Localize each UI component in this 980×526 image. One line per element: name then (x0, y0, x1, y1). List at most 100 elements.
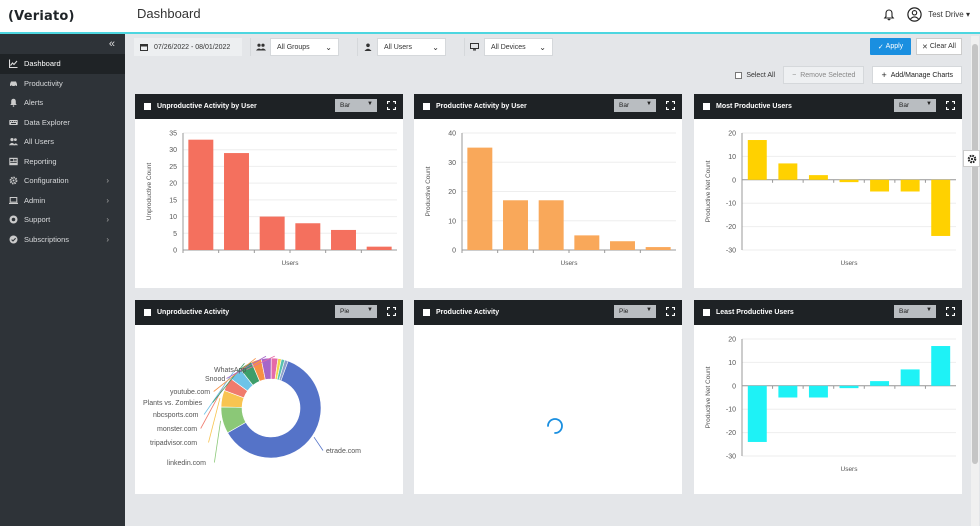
devices-select[interactable]: All Devices ⌄ (464, 38, 553, 56)
pie-slice[interactable] (278, 359, 289, 382)
expand-icon[interactable] (945, 306, 956, 317)
y-tick-label: -10 (726, 201, 736, 208)
sidebar-item-dashboard[interactable]: Dashboard (0, 54, 125, 74)
chart-type-value: Bar (619, 102, 630, 109)
card-select-checkbox[interactable] (144, 103, 151, 110)
sidebar-item-all-users[interactable]: All Users (0, 132, 125, 152)
select-all-label: Select All (746, 71, 776, 79)
sidebar-item-productivity[interactable]: Productivity (0, 74, 125, 94)
bar[interactable] (224, 153, 249, 250)
card-select-checkbox[interactable] (144, 309, 151, 316)
bar[interactable] (645, 247, 671, 250)
chart-type-select[interactable]: Bar ▼ (335, 99, 377, 112)
bar[interactable] (467, 147, 493, 250)
sidebar-item-subscriptions[interactable]: Subscriptions › (0, 230, 125, 250)
pie-label: youtube.com (170, 389, 210, 396)
bar[interactable] (188, 139, 214, 250)
sidebar-item-configuration[interactable]: Configuration › (0, 171, 125, 191)
bar[interactable] (538, 200, 564, 250)
bar[interactable] (366, 246, 392, 250)
bar[interactable] (295, 223, 321, 250)
bar[interactable] (747, 385, 767, 442)
monitor-icon (465, 38, 485, 56)
chart-type-select[interactable]: Bar ▼ (614, 99, 656, 112)
bar[interactable] (808, 175, 828, 180)
sidebar-item-support[interactable]: Support › (0, 210, 125, 230)
bar[interactable] (870, 179, 890, 192)
groups-select[interactable]: All Groups ⌄ (250, 38, 339, 56)
y-tick-label: 25 (169, 164, 177, 171)
sidebar-item-alerts[interactable]: Alerts (0, 93, 125, 113)
card-select-checkbox[interactable] (703, 309, 710, 316)
bar[interactable] (778, 163, 798, 180)
checkbox[interactable] (735, 71, 743, 79)
card-select-checkbox[interactable] (423, 103, 430, 110)
bar[interactable] (331, 229, 356, 250)
card-header: Unproductive Activity Pie ▼ (135, 300, 403, 325)
settings-gear-icon[interactable] (963, 150, 980, 167)
page-title: Dashboard (137, 5, 201, 21)
expand-icon[interactable] (386, 306, 397, 317)
expand-icon[interactable] (665, 100, 676, 111)
card-select-checkbox[interactable] (423, 309, 430, 316)
remove-selected-button[interactable]: − Remove Selected (783, 66, 865, 84)
chart-type-select[interactable]: Bar ▼ (894, 305, 936, 318)
user-account-icon[interactable] (907, 7, 922, 22)
pie-slice[interactable] (227, 358, 322, 459)
chart-type-select[interactable]: Pie ▼ (335, 305, 377, 318)
bar[interactable] (839, 385, 859, 389)
bar-chart: 20 10 0 -10 -20 -30 Users Productive Net Count (705, 131, 956, 267)
chart-type-select[interactable]: Pie ▼ (614, 305, 656, 318)
card-header: Least Productive Users Bar ▼ (694, 300, 962, 325)
bar[interactable] (574, 235, 600, 250)
date-range-picker[interactable]: 07/26/2022 - 08/01/2022 (134, 38, 242, 56)
y-tick-label: 20 (728, 337, 736, 344)
bar[interactable] (870, 381, 890, 386)
apply-button[interactable]: ✓ Apply (870, 38, 911, 55)
bar[interactable] (931, 179, 951, 236)
pie-label: Snood (205, 376, 225, 383)
card-title: Unproductive Activity (157, 309, 230, 316)
sidebar-item-reporting[interactable]: Reporting (0, 152, 125, 172)
bar[interactable] (839, 179, 859, 183)
expand-icon[interactable] (945, 100, 956, 111)
caret-down-icon: ▼ (367, 307, 373, 313)
bar[interactable] (900, 179, 920, 192)
collapse-sidebar-icon[interactable]: « (108, 38, 115, 50)
bar[interactable] (747, 140, 767, 180)
scrollbar-thumb[interactable] (972, 44, 978, 464)
veriato-logo[interactable]: (Veriato) (8, 8, 75, 24)
bar[interactable] (931, 346, 951, 386)
manage-charts-button[interactable]: + Add/Manage Charts (872, 66, 962, 84)
calendar-icon (134, 43, 152, 51)
sidebar-item-data-explorer[interactable]: Data Explorer (0, 113, 125, 133)
sidebar-item-label: Support (24, 215, 51, 225)
users-select[interactable]: All Users ⌄ (357, 38, 446, 56)
report-icon (9, 157, 18, 166)
expand-icon[interactable] (665, 306, 676, 317)
select-all-checkbox[interactable]: Select All (735, 71, 776, 79)
bar[interactable] (503, 200, 528, 250)
caret-down-icon: ▼ (926, 307, 932, 313)
bar[interactable] (808, 385, 828, 398)
y-tick-label: 15 (169, 197, 177, 204)
bell-icon[interactable] (883, 8, 895, 21)
bar[interactable] (900, 369, 920, 386)
user-menu[interactable]: Test Drive ▾ (928, 10, 970, 19)
card-select-checkbox[interactable] (703, 103, 710, 110)
chart-type-value: Pie (619, 308, 629, 315)
chevron-right-icon: › (106, 234, 109, 244)
y-tick-label: 0 (173, 248, 177, 255)
subscription-icon (9, 235, 18, 244)
y-axis-title: Productive Net Count (705, 366, 712, 428)
expand-icon[interactable] (386, 100, 397, 111)
page-scrollbar[interactable] (971, 36, 979, 526)
chart-type-select[interactable]: Bar ▼ (894, 99, 936, 112)
bar[interactable] (778, 385, 798, 398)
sidebar-item-admin[interactable]: Admin › (0, 191, 125, 211)
chart-actions: Select All − Remove Selected + Add/Manage … (735, 66, 962, 84)
bar[interactable] (259, 216, 285, 250)
bar[interactable] (610, 241, 635, 250)
bar-chart: 0 10 20 30 40 Users Productive Count (425, 131, 676, 267)
clear-all-button[interactable]: ✕ Clear All (916, 38, 962, 55)
